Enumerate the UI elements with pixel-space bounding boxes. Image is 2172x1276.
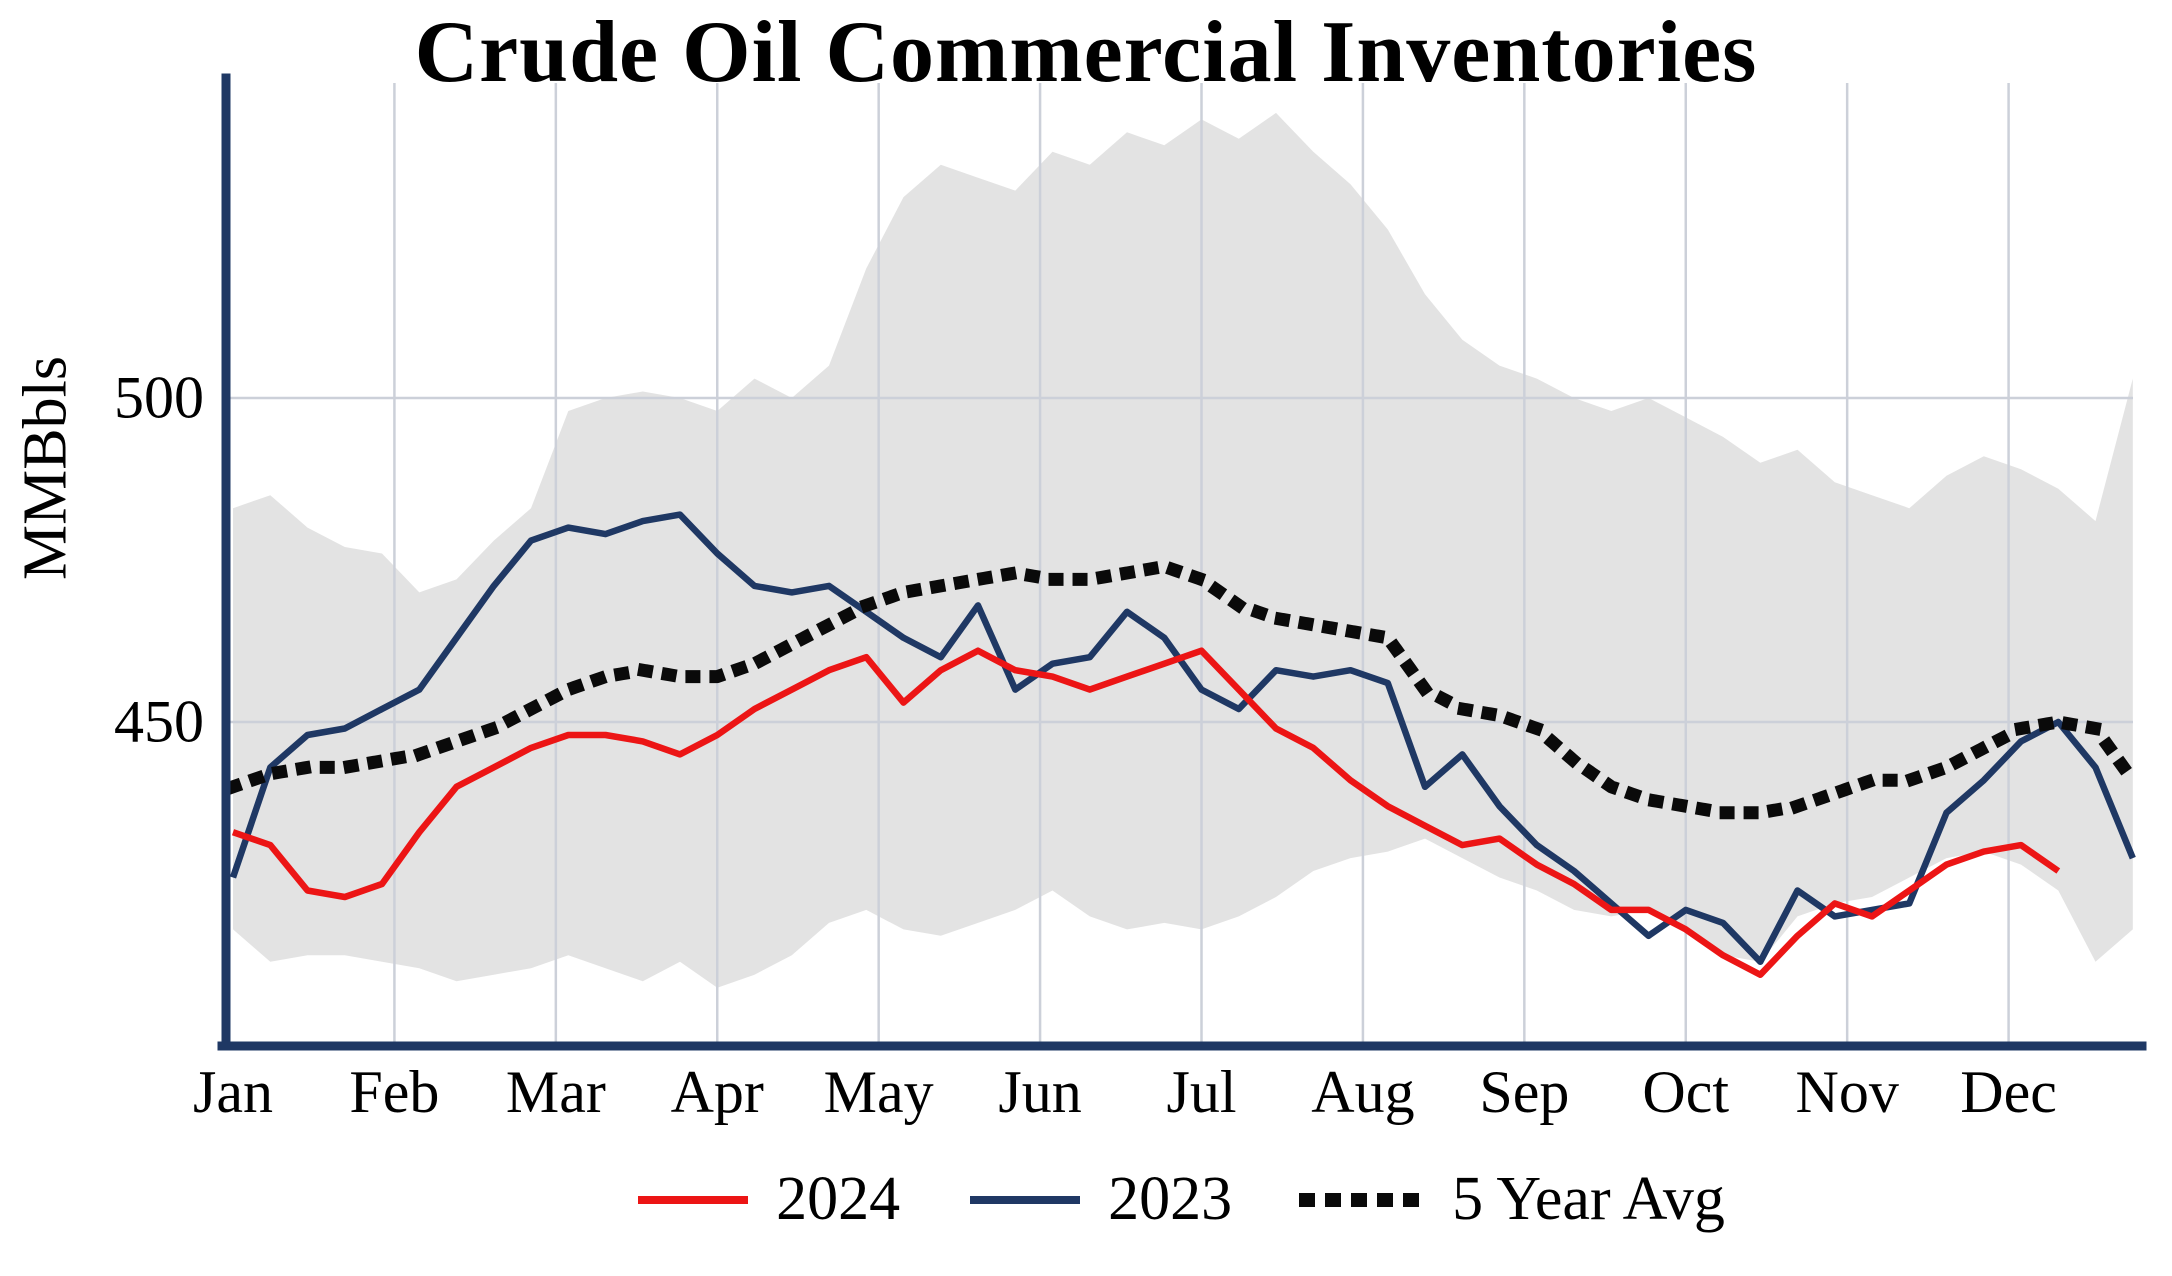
- x-axis-label: Jul: [1166, 1059, 1237, 1125]
- legend-5yr-avg-line-sample: [1299, 1192, 1429, 1207]
- x-axis-labels: Jan Feb Mar Apr May Jun Jul Aug Sep Oct Nov Dec: [0, 1058, 2172, 1142]
- chart-title: Crude Oil Commercial Inventories: [414, 4, 1758, 101]
- y-tick-500: 500: [114, 364, 204, 431]
- legend-label-5yr-avg: 5 Year Avg: [1452, 1165, 1725, 1233]
- legend-item-2023: 2023: [966, 1164, 1232, 1235]
- series-2023-line: [229, 511, 2136, 966]
- legend-item-5yr-avg: 5 Year Avg: [1298, 1164, 1725, 1235]
- x-axis-label: Dec: [1960, 1059, 2057, 1125]
- five-year-range-band: [233, 112, 2133, 988]
- x-axis-label: Nov: [1795, 1059, 1899, 1125]
- x-axis-label: Sep: [1479, 1059, 1570, 1125]
- legend-2024-line-sample: [638, 1195, 749, 1204]
- legend-item-2024: 2024: [634, 1164, 900, 1235]
- x-axis-label: Jun: [998, 1059, 1082, 1125]
- legend: 2024 2023 5 Year Avg: [226, 1164, 2133, 1235]
- legend-2023-line-sample: [970, 1195, 1081, 1204]
- x-axis-label: Jan: [193, 1059, 273, 1125]
- x-axis-label: Oct: [1642, 1059, 1730, 1125]
- x-axis-label: May: [823, 1059, 934, 1125]
- legend-label-2023: 2023: [1108, 1165, 1233, 1233]
- y-tick-450: 450: [114, 688, 204, 755]
- series-2024-line: [231, 647, 2061, 978]
- gridlines: [226, 83, 2133, 1046]
- legend-label-2024: 2024: [776, 1165, 901, 1233]
- series-5yr-avg-line: [224, 560, 2142, 820]
- x-axis-label: Mar: [505, 1059, 606, 1125]
- x-axis-label: Aug: [1311, 1059, 1415, 1125]
- x-axis-label: Apr: [670, 1059, 764, 1125]
- x-axis-label: Feb: [349, 1059, 440, 1125]
